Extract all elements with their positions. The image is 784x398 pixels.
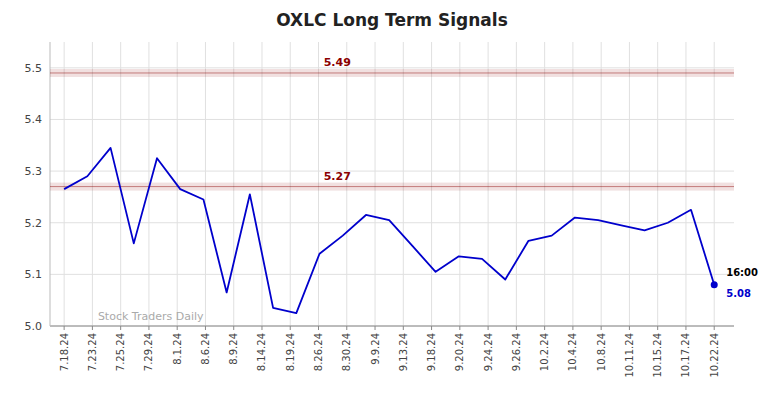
x-tick-label: 10.15.24 — [652, 333, 663, 378]
x-tick — [120, 326, 121, 330]
y-grid-line — [50, 119, 734, 120]
watermark: Stock Traders Daily — [98, 310, 204, 323]
signal-line — [50, 72, 734, 73]
x-tick — [148, 326, 149, 330]
x-tick — [92, 326, 93, 330]
x-tick-label: 8.19.24 — [285, 333, 296, 371]
last-point — [711, 281, 718, 288]
x-tick — [516, 326, 517, 330]
x-tick-label: 10.22.24 — [709, 333, 720, 378]
y-tick-label: 5.3 — [25, 165, 43, 178]
x-tick-label: 7.18.24 — [59, 333, 70, 371]
grid — [50, 42, 734, 326]
x-tick-label: 8.14.24 — [256, 333, 267, 371]
x-tick — [290, 326, 291, 330]
x-tick-label: 10.8.24 — [596, 333, 607, 371]
x-tick — [488, 326, 489, 330]
signal-label: 5.49 — [324, 56, 351, 69]
y-tick-label: 5.2 — [25, 217, 43, 230]
x-tick-label: 8.26.24 — [313, 333, 324, 371]
x-tick — [403, 326, 404, 330]
x-tick — [544, 326, 545, 330]
y-tick-label: 5.0 — [25, 320, 43, 333]
y-grid-line — [50, 274, 734, 275]
signal-line — [50, 186, 734, 187]
x-tick-label: 9.9.24 — [370, 333, 381, 365]
y-tick-label: 5.5 — [25, 62, 43, 75]
x-tick-label: 9.13.24 — [398, 333, 409, 371]
x-tick — [714, 326, 715, 330]
title: OXLC Long Term Signals — [276, 10, 508, 30]
y-tick-label: 5.1 — [25, 268, 43, 281]
x-tick-label: 8.1.24 — [172, 333, 183, 365]
x-tick-label: 8.9.24 — [228, 333, 239, 365]
y-grid-line — [50, 67, 734, 68]
x-axis-line — [50, 326, 734, 327]
x-tick-label: 9.26.24 — [511, 333, 522, 371]
x-tick — [318, 326, 319, 330]
x-tick-label: 9.20.24 — [454, 333, 465, 371]
x-tick — [657, 326, 658, 330]
x-tick-label: 8.6.24 — [200, 333, 211, 365]
x-tick-label: 7.23.24 — [87, 333, 98, 371]
x-tick — [629, 326, 630, 330]
x-tick — [64, 326, 65, 330]
x-tick-label: 7.29.24 — [143, 333, 154, 371]
x-tick — [205, 326, 206, 330]
x-tick-label: 9.24.24 — [483, 333, 494, 371]
x-tick-label: 10.17.24 — [680, 333, 691, 378]
x-tick-label: 10.11.24 — [624, 333, 635, 378]
last-value-label: 5.08 — [726, 288, 751, 299]
price-line — [64, 148, 714, 313]
last-time-label: 16:00 — [726, 267, 758, 278]
y-tick-label: 5.4 — [25, 113, 43, 126]
x-tick — [261, 326, 262, 330]
x-tick — [601, 326, 602, 330]
chart: OXLC Long Term Signals 5.0 5.1 5.2 5.3 5.4 5.5… — [0, 0, 784, 398]
signal-band — [50, 69, 734, 77]
x-tick-label: 8.30.24 — [341, 333, 352, 371]
signal-label: 5.27 — [324, 170, 351, 183]
x-tick-label: 9.18.24 — [426, 333, 437, 371]
x-tick — [572, 326, 573, 330]
x-tick — [233, 326, 234, 330]
x-tick-label: 7.25.24 — [115, 333, 126, 371]
x-tick — [685, 326, 686, 330]
x-tick-label: 10.2.24 — [539, 333, 550, 371]
series — [64, 148, 718, 313]
x-tick — [459, 326, 460, 330]
signal-band — [50, 183, 734, 191]
x-tick — [177, 326, 178, 330]
x-tick — [346, 326, 347, 330]
x-tick — [431, 326, 432, 330]
x-tick-label: 10.4.24 — [567, 333, 578, 371]
y-grid-line — [50, 326, 734, 327]
x-tick — [375, 326, 376, 330]
